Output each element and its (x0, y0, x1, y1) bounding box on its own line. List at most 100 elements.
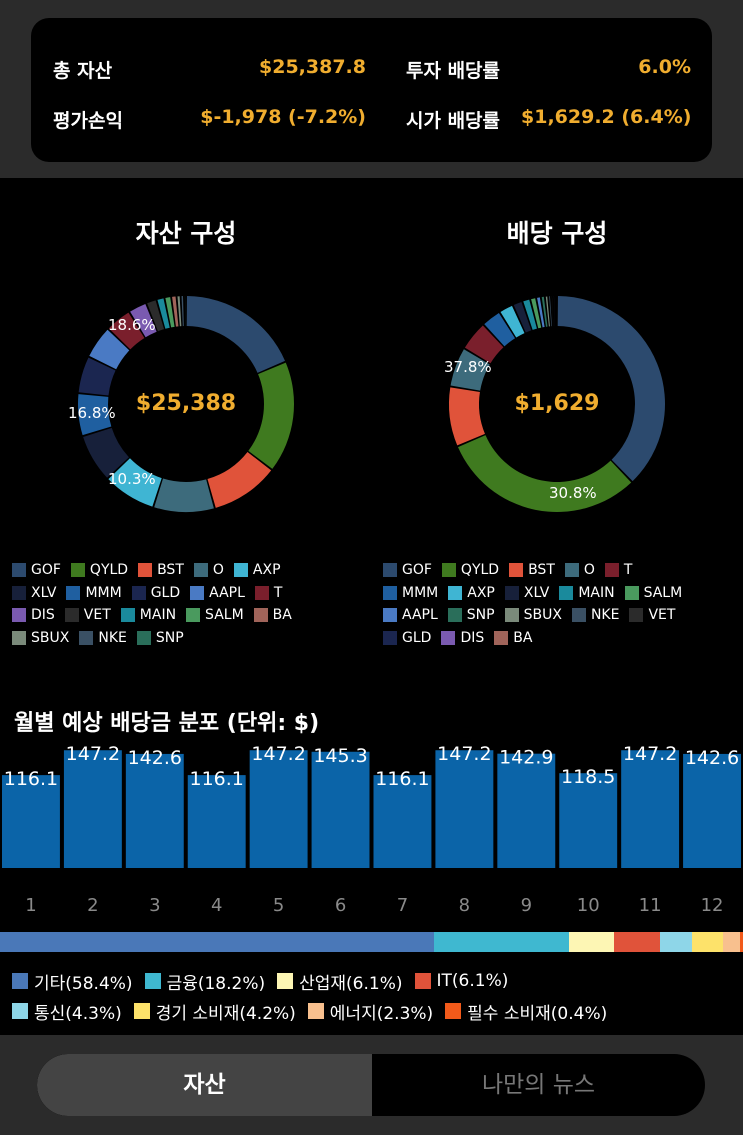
legend-label: O (583, 562, 595, 579)
x-tick-label: 9 (521, 895, 532, 916)
asset-legend-item-vet: VET (64, 607, 111, 623)
legend-label: MAIN (139, 607, 177, 624)
legend-swatch (70, 563, 85, 578)
bar-value-label: 145.3 (313, 745, 367, 767)
sector-segment (722, 932, 740, 952)
invest-yield-value: 6.0% (638, 56, 691, 78)
bar-month-7 (373, 775, 432, 868)
legend-swatch (233, 563, 248, 578)
asset-donut-chart (78, 296, 294, 512)
legend-swatch (12, 585, 26, 600)
dividend-legend-item-aapl: AAPL (383, 607, 438, 623)
dividend-legend-item-bst: BST (509, 562, 555, 578)
dividend-legend-item-xlv: XLV (504, 585, 549, 601)
bar-month-8 (435, 750, 494, 868)
dividend-legend-item-ba: BA (494, 630, 532, 646)
tab-my-news[interactable]: 나만의 뉴스 (481, 1072, 596, 1098)
legend-swatch (144, 973, 161, 989)
asset-slice-main (157, 298, 170, 329)
bar-value-label: 116.1 (375, 768, 429, 790)
bar-month-3 (125, 753, 184, 868)
legend-label: MMM (85, 584, 122, 601)
legend-swatch (136, 630, 151, 645)
asset-slice-ba (172, 296, 179, 327)
dividend-legend-item-snp: SNP (447, 607, 495, 624)
legend-swatch (441, 563, 456, 578)
legend-label: 필수 소비재(0.4%) (467, 1003, 608, 1024)
asset-legend-item-t: T (254, 585, 282, 601)
bar-value-label: 118.5 (561, 766, 615, 788)
legend-swatch (448, 585, 463, 600)
legend-label: BST (528, 562, 555, 579)
legend-label: 기타(58.4%) (34, 973, 133, 994)
asset-pct-label: 16.8% (68, 404, 116, 422)
legend-label: SNP (155, 629, 184, 646)
x-tick-label: 10 (577, 895, 600, 916)
asset-legend-item-snp: SNP (136, 629, 184, 646)
dividend-slice-bst (449, 387, 485, 446)
sector-segment (614, 932, 660, 952)
monthly-bar-chart: 116.1 1 147.2 2 142.6 3 116.1 4 147.2 5 145.3 6 116.… (2, 743, 741, 916)
dividend-legend: GOF QYLD BST O T MMM AXP XLV MAIN SALM AAPL SNP SBUX… (383, 559, 692, 649)
asset-slice-nke (181, 296, 184, 327)
bar-value-label: 142.6 (128, 747, 182, 769)
asset-legend-item-mmm: MMM (66, 584, 122, 601)
x-tick-label: 11 (639, 895, 662, 916)
legend-swatch (253, 608, 268, 623)
x-tick-label: 4 (211, 895, 222, 916)
legend-label: QYLD (89, 562, 129, 579)
dividend-legend-item-gld: GLD (383, 630, 431, 646)
asset-slice-sbux (177, 296, 182, 327)
dividend-pct-label: 37.8% (444, 358, 492, 376)
legend-label: 산업재(6.1%) (299, 973, 403, 994)
total-assets-label: 총 자산 (53, 60, 113, 82)
legend-swatch (254, 585, 269, 600)
legend-swatch (131, 585, 146, 600)
legend-swatch (120, 608, 135, 623)
legend-swatch (604, 563, 619, 578)
legend-row: MMM AXP XLV MAIN SALM (383, 582, 692, 605)
bar-value-label: 147.2 (251, 743, 305, 765)
legend-label: GOF (31, 562, 61, 579)
dividend-slice-main (523, 299, 537, 330)
legend-label: AAPL (402, 607, 438, 624)
dividend-slice-aapl (537, 297, 545, 328)
asset-legend-item-gof: GOF (12, 562, 61, 578)
pnl-label: 평가손익 (53, 110, 123, 132)
legend-row: AAPL SNP SBUX NKE VET (383, 604, 692, 627)
legend-label: BA (513, 629, 533, 646)
legend-swatch (494, 630, 509, 645)
legend-label: SNP (466, 607, 495, 624)
legend-swatch (571, 608, 586, 623)
legend-swatch (186, 608, 201, 623)
asset-slice-xlv (83, 427, 129, 478)
tab-switcher: 자산 나만의 뉴스 (37, 1054, 705, 1116)
legend-label: QYLD (460, 562, 500, 579)
sector-legend-row: 기타(58.4%) 금융(18.2%) 산업재(6.1%) IT(6.1%) (12, 966, 619, 996)
asset-pct-label: 18.6% (108, 316, 156, 334)
sector-legend-row: 통신(4.3%) 경기 소비재(4.2%) 에너지(2.3%) 필수 소비재(0.4%… (12, 996, 619, 1026)
legend-swatch (307, 1003, 324, 1019)
dividend-donut-chart (449, 296, 665, 512)
dividend-pct-label: 30.8% (549, 484, 597, 502)
legend-label: BA (272, 607, 292, 624)
asset-slice-o (154, 478, 214, 512)
legend-label: SBUX (523, 607, 562, 624)
legend-swatch (624, 585, 639, 600)
x-tick-label: 2 (87, 895, 98, 916)
legend-row: GOF QYLD BST O T (383, 559, 692, 582)
asset-slice-gof (186, 296, 286, 373)
dividend-slice-qyld (457, 435, 632, 512)
legend-swatch (12, 563, 26, 578)
legend-label: SALM (205, 607, 244, 624)
sector-legend-item: 기타(58.4%) (12, 969, 133, 994)
asset-legend-item-gld: GLD (131, 585, 180, 601)
sector-segment (691, 932, 723, 952)
tab-assets[interactable]: 자산 (37, 1054, 372, 1116)
pnl-value: $-1,978 (-7.2%) (200, 106, 366, 128)
legend-label: 통신(4.3%) (34, 1003, 122, 1024)
legend-label: T (623, 562, 633, 579)
dividend-legend-item-gof: GOF (383, 562, 432, 578)
legend-swatch (12, 630, 26, 645)
legend-label: MMM (402, 584, 439, 601)
